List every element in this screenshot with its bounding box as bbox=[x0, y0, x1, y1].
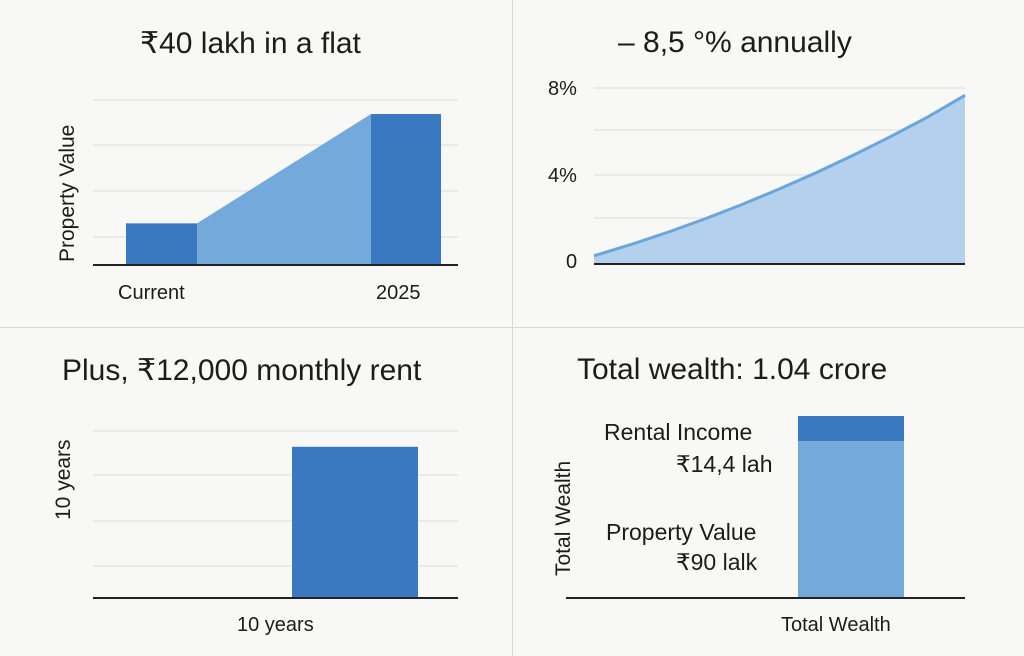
panel4-segment-property-value bbox=[798, 441, 904, 598]
panel4-ylabel: Total Wealth bbox=[552, 460, 575, 576]
panel3-ylabel: 10 years bbox=[52, 439, 75, 520]
panel1-ylabel: Property Value bbox=[56, 124, 79, 262]
rental-income-name: Rental Income bbox=[604, 419, 753, 445]
panel2-ytick-0: 0 bbox=[566, 251, 578, 273]
panel1-bar-current bbox=[126, 223, 197, 265]
vertical-divider bbox=[512, 0, 513, 656]
panel1-growth-area bbox=[197, 114, 371, 265]
panel1-title: ₹40 lakh in a flat bbox=[140, 27, 361, 60]
rental-income-value: ₹14,4 lah bbox=[676, 451, 773, 477]
panel4-title: Total wealth: 1.04 crore bbox=[577, 353, 888, 386]
panel2-ytick-4: 4% bbox=[548, 165, 577, 187]
panel2-growth-line bbox=[593, 94, 966, 258]
panel2-ytick-8: 8% bbox=[548, 78, 577, 100]
panel4-xtick: Total Wealth bbox=[781, 614, 891, 636]
panel1-xtick-2025: 2025 bbox=[376, 282, 421, 304]
panel1-bar-2025 bbox=[371, 114, 441, 265]
panel3-title: Plus, ₹12,000 monthly rent bbox=[62, 354, 422, 387]
property-value-value: ₹90 lalk bbox=[676, 549, 758, 575]
panel2-title: – 8,5 °% annually bbox=[618, 26, 852, 59]
property-value-name: Property Value bbox=[606, 519, 757, 545]
panel3-bar-rent bbox=[292, 446, 418, 598]
horizontal-divider bbox=[0, 327, 1024, 328]
panel4-segment-rental-income bbox=[798, 416, 904, 442]
panel2-area-fill bbox=[594, 95, 965, 264]
panel3-xtick: 10 years bbox=[237, 614, 314, 636]
panel1-xtick-current: Current bbox=[118, 282, 185, 304]
